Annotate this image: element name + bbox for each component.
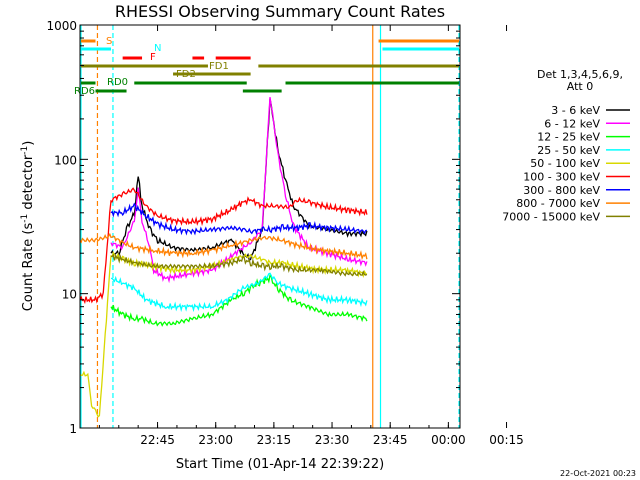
y-tick-label-3: 1000 [46,19,77,33]
legend-label-2: 12 - 25 keV [537,131,600,144]
legend-label-0: 3 - 6 keV [551,104,600,117]
y-label-sup1: -1 [20,214,30,223]
x-tick-label-2: 23:15 [257,433,292,447]
flag-label-n: N [154,43,161,54]
y-tick-label-2: 100 [54,153,77,167]
legend-label-7: 800 - 7000 keV [516,197,600,210]
flag-label-f: F [150,52,156,63]
chart-title: RHESSI Observing Summary Count Rates [115,2,445,21]
series-line-7 [79,232,368,261]
legend-label-1: 6 - 12 keV [544,117,600,130]
legend-label-5: 100 - 300 keV [523,171,600,184]
series-line-3 [110,272,368,313]
x-axis: 22:45 23:00 23:15 23:30 23:45 00:00 00:15 [98,25,524,447]
series-line-8 [110,253,368,277]
series-line-6 [110,202,368,236]
y-label-mid: detector [21,154,36,214]
x-tick-label-0: 22:45 [140,433,175,447]
legend-label-4: 50 - 100 keV [530,157,600,170]
y-tick-label-1: 10 [62,288,77,302]
legend-label-3: 25 - 50 keV [537,144,600,157]
flag-label-s: S [106,36,112,47]
plot-frame [79,24,461,429]
y-axis: 1 10 100 1000 [46,19,460,436]
series-line-4 [79,250,368,418]
flag-label-rd6: RD6 [74,86,95,97]
y-label-main: Count Rate (s [21,223,36,312]
flag-label-fd2: FD2 [176,69,196,80]
x-tick-label-1: 23:00 [198,433,233,447]
x-tick-label-3: 23:30 [315,433,350,447]
series-lines [79,97,368,418]
legend-label-8: 7000 - 15000 keV [502,210,600,223]
series-line-2 [110,274,368,327]
flag-label-fd1: FD1 [209,61,229,72]
series-line-5 [79,187,368,305]
flag-bars: S NF FD1 FD2 RD0 RD6 [74,36,459,97]
y-tick-label-0: 1 [69,422,77,436]
legend-header-0: Det 1,3,4,5,6,9, [537,68,623,81]
y-axis-label: Count Rate (s-1 detector-1) [20,141,36,312]
x-axis-label: Start Time (01-Apr-14 22:39:22) [176,457,384,472]
x-tick-label-4: 23:45 [373,433,408,447]
x-tick-label-5: 00:00 [431,433,466,447]
legend-label-6: 300 - 800 keV [523,184,600,197]
y-label-sup2: -1 [20,146,30,155]
legend-header-1: Att 0 [567,80,593,93]
x-tick-label-6: 00:15 [489,433,524,447]
y-label-end: ) [21,141,36,146]
flag-label-rd0: RD0 [107,77,128,88]
footer-date: 22-Oct-2021 00:23 [560,469,636,478]
